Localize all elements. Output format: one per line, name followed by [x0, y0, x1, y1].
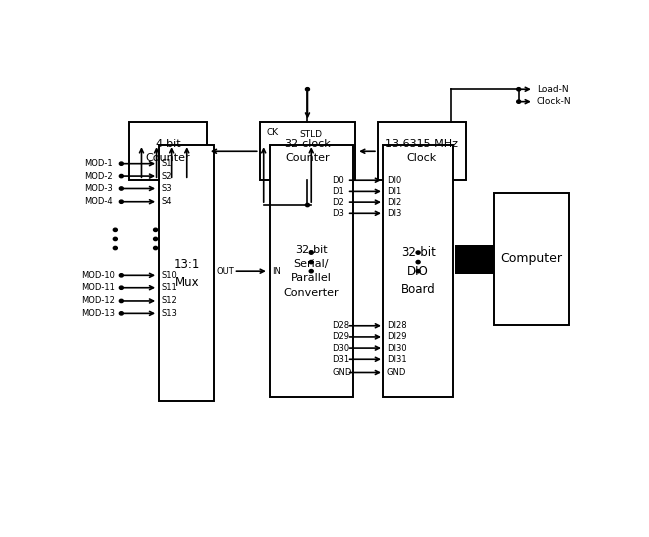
- Text: S3: S3: [161, 184, 172, 193]
- Text: 13.6315 MHz
Clock: 13.6315 MHz Clock: [386, 139, 458, 163]
- Text: D1: D1: [333, 187, 345, 196]
- Text: MOD-13: MOD-13: [81, 309, 115, 318]
- Circle shape: [154, 237, 158, 241]
- Text: S2: S2: [161, 172, 171, 180]
- Circle shape: [119, 200, 123, 204]
- Text: GND: GND: [333, 368, 352, 377]
- Text: STLD: STLD: [300, 130, 323, 139]
- Circle shape: [306, 88, 310, 91]
- Circle shape: [154, 246, 158, 250]
- Text: Computer: Computer: [500, 252, 562, 265]
- Text: MOD-12: MOD-12: [81, 296, 115, 306]
- Circle shape: [309, 260, 313, 264]
- Circle shape: [416, 260, 420, 264]
- Circle shape: [119, 162, 123, 165]
- Text: S11: S11: [161, 283, 177, 292]
- Circle shape: [517, 88, 520, 91]
- Circle shape: [306, 204, 310, 207]
- Text: D28: D28: [333, 321, 350, 330]
- Circle shape: [119, 299, 123, 303]
- Text: MOD-2: MOD-2: [84, 172, 112, 180]
- Circle shape: [114, 237, 117, 241]
- Text: D3: D3: [333, 209, 345, 218]
- Bar: [270, 145, 353, 397]
- Circle shape: [416, 270, 420, 273]
- Text: S13: S13: [161, 309, 177, 318]
- Text: OUT: OUT: [216, 267, 234, 275]
- Bar: [383, 145, 453, 397]
- Circle shape: [309, 270, 313, 273]
- Text: DI29: DI29: [387, 332, 406, 342]
- Circle shape: [154, 228, 158, 231]
- Text: DI31: DI31: [387, 355, 406, 364]
- Text: D31: D31: [333, 355, 350, 364]
- Text: DI2: DI2: [387, 198, 401, 207]
- Bar: [260, 122, 355, 180]
- Text: S12: S12: [161, 296, 177, 306]
- Text: D30: D30: [333, 344, 350, 353]
- Text: 13:1
Mux: 13:1 Mux: [173, 258, 200, 289]
- Bar: [455, 245, 493, 274]
- Text: MOD-3: MOD-3: [84, 184, 112, 193]
- Text: S10: S10: [161, 271, 177, 280]
- Text: 32-bit
DIO
Board: 32-bit DIO Board: [400, 246, 435, 296]
- Bar: [159, 145, 214, 402]
- Text: Clock-N: Clock-N: [537, 97, 572, 106]
- Text: S1: S1: [161, 159, 171, 168]
- Text: DI1: DI1: [387, 187, 401, 196]
- Circle shape: [119, 187, 123, 190]
- Text: DI30: DI30: [387, 344, 406, 353]
- Circle shape: [517, 100, 520, 103]
- Text: 32-clock
Counter: 32-clock Counter: [284, 139, 331, 163]
- Text: MOD-1: MOD-1: [84, 159, 112, 168]
- Circle shape: [114, 246, 117, 250]
- Circle shape: [416, 251, 420, 254]
- Text: GND: GND: [387, 368, 406, 377]
- Text: 4-bit
Counter: 4-bit Counter: [145, 139, 190, 163]
- Circle shape: [114, 228, 117, 231]
- Text: D2: D2: [333, 198, 345, 207]
- Text: MOD-10: MOD-10: [81, 271, 115, 280]
- Text: IN: IN: [273, 267, 281, 275]
- Text: MOD-4: MOD-4: [84, 197, 112, 206]
- Circle shape: [119, 175, 123, 178]
- Text: D0: D0: [333, 176, 345, 185]
- Text: Load-N: Load-N: [537, 85, 569, 94]
- Text: 32-bit
Serial/
Parallel
Converter: 32-bit Serial/ Parallel Converter: [284, 244, 339, 298]
- Bar: [378, 122, 466, 180]
- Text: S4: S4: [161, 197, 171, 206]
- Text: MOD-11: MOD-11: [81, 283, 115, 292]
- Bar: [494, 193, 569, 325]
- Circle shape: [309, 251, 313, 254]
- Circle shape: [119, 274, 123, 277]
- Text: CK: CK: [266, 128, 278, 137]
- Circle shape: [119, 311, 123, 315]
- Text: DI3: DI3: [387, 209, 401, 218]
- Circle shape: [119, 286, 123, 289]
- Text: DI28: DI28: [387, 321, 406, 330]
- Text: DI0: DI0: [387, 176, 401, 185]
- Bar: [129, 122, 207, 180]
- Text: D29: D29: [333, 332, 350, 342]
